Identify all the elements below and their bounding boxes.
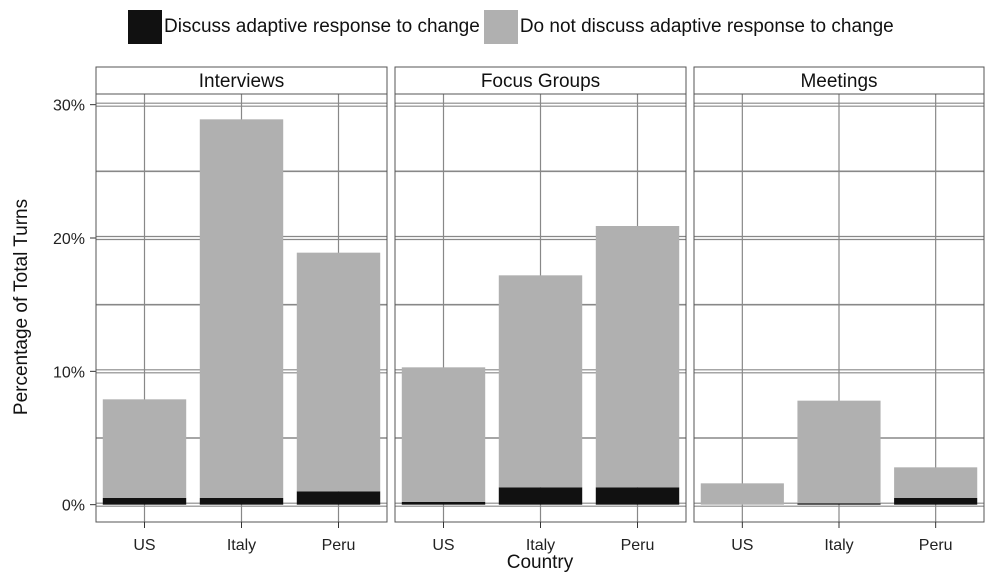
- facet-strip-focus-groups: [394, 66, 687, 95]
- y-tick-label-0: 0%: [62, 498, 85, 515]
- bar-interviews-italy-series-1: [199, 119, 284, 498]
- legend: Discuss adaptive response to change Do n…: [128, 10, 894, 44]
- bar-meetings-italy-series-0: [797, 503, 881, 505]
- x-tick-label-meetings-us: US: [731, 537, 753, 554]
- bar-focus-groups-italy-series-0: [498, 487, 583, 505]
- x-tick-label-focus-groups-peru: Peru: [621, 537, 655, 554]
- bar-focus-groups-peru-series-1: [595, 226, 680, 488]
- bar-meetings-us-series-1: [700, 483, 784, 505]
- bar-focus-groups-peru-series-0: [595, 487, 680, 505]
- bar-focus-groups-us-series-1: [401, 367, 486, 502]
- x-tick-label-interviews-peru: Peru: [322, 537, 356, 554]
- y-tick-label-30: 30%: [53, 98, 85, 115]
- facet-strip-interviews: [95, 66, 388, 95]
- bar-interviews-us-series-0: [102, 498, 187, 505]
- x-tick-label-interviews-us: US: [133, 537, 155, 554]
- x-tick-label-focus-groups-italy: Italy: [526, 537, 555, 554]
- facet-label-focus-groups: Focus Groups: [481, 71, 600, 92]
- x-tick-label-interviews-italy: Italy: [227, 537, 256, 554]
- facet-strip-meetings: [693, 66, 985, 95]
- bar-focus-groups-us-series-0: [401, 502, 486, 505]
- legend-item-discuss: Discuss adaptive response to change: [128, 10, 480, 44]
- facet-label-meetings: Meetings: [800, 71, 877, 92]
- x-axis-title: Country: [506, 552, 574, 573]
- bar-interviews-peru-series-1: [296, 252, 381, 492]
- bar-focus-groups-italy-series-1: [498, 275, 583, 488]
- x-tick-label-meetings-italy: Italy: [824, 537, 853, 554]
- y-axis-title: Percentage of Total Turns: [11, 198, 32, 416]
- legend-item-not-discuss: Do not discuss adaptive response to chan…: [483, 10, 894, 44]
- bar-meetings-peru-series-0: [894, 498, 978, 505]
- y-tick-label-10: 10%: [53, 364, 85, 381]
- legend-swatch-discuss: [128, 10, 162, 44]
- bar-meetings-italy-series-1: [797, 400, 881, 504]
- bar-meetings-peru-series-1: [894, 467, 978, 498]
- bar-interviews-italy-series-0: [199, 498, 284, 505]
- facet-label-interviews: Interviews: [199, 71, 285, 92]
- legend-label-discuss: Discuss adaptive response to change: [164, 16, 480, 37]
- legend-label-not-discuss: Do not discuss adaptive response to chan…: [519, 16, 894, 37]
- x-tick-label-focus-groups-us: US: [432, 537, 454, 554]
- legend-swatch-not-discuss: [483, 10, 518, 44]
- bar-interviews-us-series-1: [102, 399, 187, 498]
- y-tick-label-20: 20%: [53, 231, 85, 248]
- x-tick-label-meetings-peru: Peru: [919, 537, 953, 554]
- bar-interviews-peru-series-0: [296, 491, 381, 505]
